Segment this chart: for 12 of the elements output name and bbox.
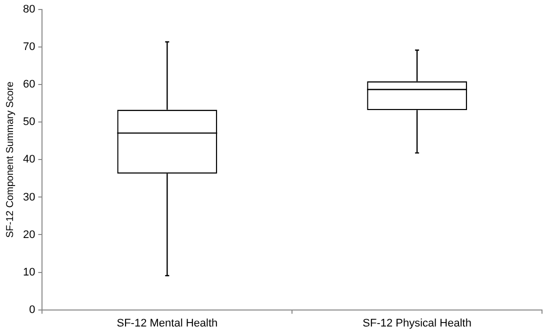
y-tick-label: 40 [22,154,36,166]
y-tick-label: 30 [22,191,36,204]
x-tick-label: SF-12 Physical Health [362,317,472,330]
y-tick-label: 10 [22,266,36,278]
y-tick-label: 80 [22,4,36,16]
y-tick-label: 50 [22,116,36,128]
y-tick-label: 20 [22,228,36,241]
y-tick-label: 0 [29,304,36,316]
x-tick-label: SF-12 Mental Health [116,317,218,330]
y-axis-title: SF-12 Component Summary Score [4,81,16,238]
y-tick-label: 70 [22,41,36,54]
y-tick-label: 60 [22,78,36,91]
